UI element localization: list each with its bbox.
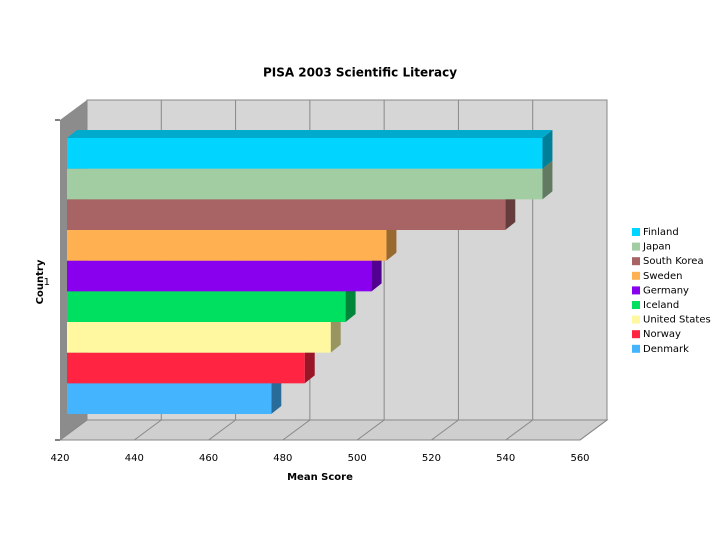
bar-side [371,252,382,292]
x-tick-label: 480 [273,453,292,464]
bar [67,199,506,230]
x-tick-label: 560 [570,453,589,464]
legend-label: Norway [643,329,681,340]
floor-grid-line [59,419,88,441]
legend-swatch [632,242,640,251]
bar-side [271,375,282,414]
floor-grid-line [579,419,608,441]
bar [67,322,331,353]
floor-grid-line [356,419,385,441]
bar [67,260,372,292]
bar-side [542,130,553,169]
legend-label: Finland [643,227,679,238]
legend-swatch [632,330,640,339]
floor [58,419,609,441]
legend-label: Iceland [643,300,679,311]
bar-top [67,130,553,138]
bar [67,352,305,384]
legend-swatch [632,301,640,309]
y-axis-label: Country [35,259,46,304]
bar-side [386,222,397,261]
bar-side [505,191,516,230]
x-tick-label: 420 [50,453,69,464]
bar [67,138,543,169]
bar [67,383,272,414]
x-axis-label: Mean Score [287,472,353,483]
legend-label: Sweden [643,271,683,282]
bar-side [345,283,356,322]
x-tick-label: 460 [199,453,218,464]
x-tick-label: 440 [125,453,144,464]
legend-swatch [632,315,640,324]
bar-side [330,314,341,353]
bar-side [542,160,553,200]
bar [67,291,346,322]
y-tick-label: 1 [44,277,50,288]
x-tick-label: 540 [496,453,515,464]
x-tick-label: 520 [422,453,441,464]
bar [67,168,543,200]
legend-label: South Korea [643,256,704,267]
legend-label: United States [643,315,711,326]
legend-swatch [632,257,640,266]
legend-swatch [632,286,640,295]
legend-swatch [632,271,640,280]
legend-label: Germany [643,285,689,296]
x-tick-label: 500 [348,453,367,464]
floor-grid-line [133,419,162,441]
floor-grid-line [505,419,534,441]
bar [67,230,387,261]
floor-grid-line [282,419,311,441]
legend-swatch [632,344,640,353]
legend-label: Denmark [643,344,689,355]
legend-label: Japan [642,242,671,253]
legend-swatch [632,228,640,236]
floor-grid-line [431,419,459,441]
bar-side [304,344,315,384]
chart-title: PISA 2003 Scientific Literacy [263,66,457,80]
floor-grid-line [208,419,236,441]
